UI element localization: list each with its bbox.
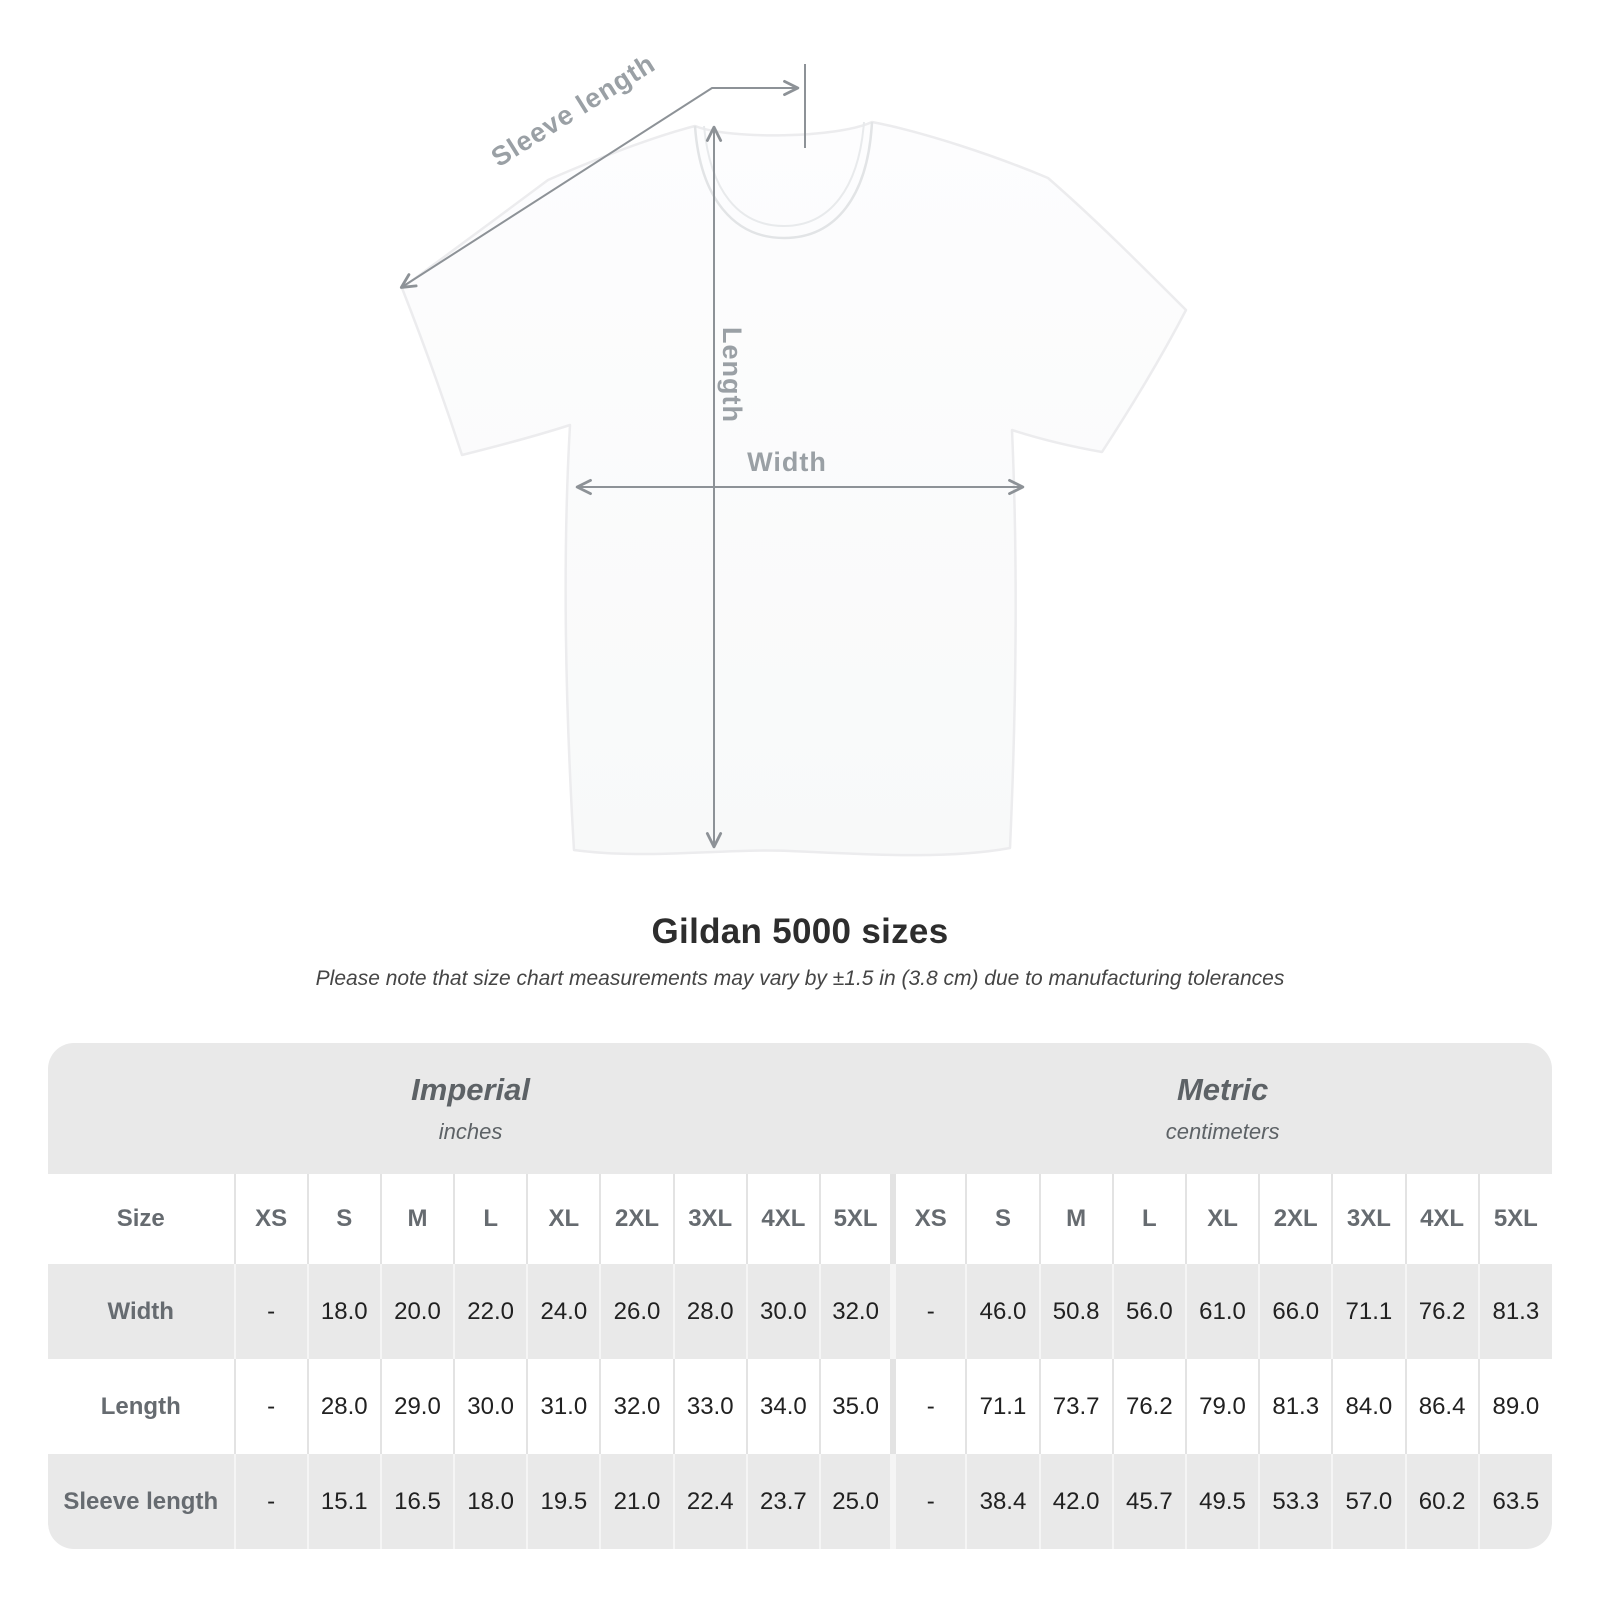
heading: Gildan 5000 sizes Please note that size …	[0, 912, 1600, 991]
value-cell: 89.0	[1477, 1359, 1552, 1454]
imperial-group-unit: inches	[438, 1119, 503, 1144]
size-column-header: Size	[48, 1174, 235, 1264]
value-cell: 61.0	[1184, 1264, 1260, 1359]
size-header-cell: L	[1111, 1174, 1186, 1264]
value-cell: 76.2	[1111, 1359, 1186, 1454]
size-table: Imperial inches Metric centimeters Size …	[48, 1043, 1552, 1549]
metric-group-header: Metric centimeters	[893, 1043, 1552, 1174]
sleeve-length-arrow	[399, 79, 800, 289]
value-cell: 30.0	[453, 1359, 528, 1454]
value-cell: -	[233, 1359, 308, 1454]
value-cell: 45.7	[1111, 1454, 1186, 1549]
value-cell: 81.3	[1477, 1264, 1552, 1359]
value-cell: 73.7	[1038, 1359, 1113, 1454]
width-label: Width	[747, 447, 827, 477]
value-cell: 28.0	[306, 1359, 381, 1454]
value-cell: 56.0	[1111, 1264, 1186, 1359]
tshirt-illustration	[400, 120, 1188, 857]
value-cell: 32.0	[818, 1264, 894, 1359]
value-cell: 71.1	[1331, 1264, 1406, 1359]
value-cell: 34.0	[745, 1359, 820, 1454]
value-cell: 20.0	[379, 1264, 455, 1359]
value-cell: 35.0	[818, 1359, 894, 1454]
value-cell: 79.0	[1184, 1359, 1260, 1454]
value-cell: 81.3	[1258, 1359, 1333, 1454]
value-cell: 22.4	[672, 1454, 747, 1549]
size-header-cell: S	[965, 1174, 1040, 1264]
size-header-row: Size XS S M L XL 2XL 3XL 4XL 5XL XS S M …	[48, 1174, 1552, 1264]
value-cell: 84.0	[1331, 1359, 1406, 1454]
value-cell: 38.4	[965, 1454, 1040, 1549]
value-cell: 33.0	[672, 1359, 747, 1454]
value-cell: 30.0	[745, 1264, 820, 1359]
value-cell: 76.2	[1404, 1264, 1479, 1359]
tshirt-diagram-svg: Sleeve length Length Width	[399, 48, 1188, 857]
value-cell: -	[890, 1454, 967, 1549]
metric-group-unit: centimeters	[1165, 1119, 1280, 1144]
size-header-cell: M	[1038, 1174, 1113, 1264]
value-cell: 50.8	[1038, 1264, 1113, 1359]
value-cell: 24.0	[526, 1264, 601, 1359]
page-title: Gildan 5000 sizes	[651, 912, 949, 951]
row-label: Length	[48, 1359, 235, 1454]
value-cell: 42.0	[1038, 1454, 1113, 1549]
value-cell: 26.0	[599, 1264, 674, 1359]
value-cell: 18.0	[306, 1264, 381, 1359]
value-cell: -	[890, 1264, 967, 1359]
value-cell: 19.5	[526, 1454, 601, 1549]
size-header-cell: 3XL	[1331, 1174, 1406, 1264]
metric-group-name: Metric	[1176, 1072, 1269, 1107]
size-header-cell: XS	[890, 1174, 967, 1264]
size-header-cell: 5XL	[818, 1174, 894, 1264]
size-header-cell: XL	[526, 1174, 601, 1264]
size-header-cell: 4XL	[1404, 1174, 1479, 1264]
value-cell: 66.0	[1258, 1264, 1333, 1359]
unit-group-header-row: Imperial inches Metric centimeters	[48, 1043, 1552, 1174]
value-cell: 25.0	[818, 1454, 894, 1549]
value-cell: 21.0	[599, 1454, 674, 1549]
value-cell: 28.0	[672, 1264, 747, 1359]
size-header-cell: 2XL	[599, 1174, 674, 1264]
value-cell: 18.0	[453, 1454, 528, 1549]
size-header-cell: 2XL	[1258, 1174, 1333, 1264]
imperial-group-name: Imperial	[411, 1072, 531, 1107]
value-cell: 46.0	[965, 1264, 1040, 1359]
value-cell: 22.0	[453, 1264, 528, 1359]
value-cell: 32.0	[599, 1359, 674, 1454]
size-header-cell: 5XL	[1477, 1174, 1552, 1264]
row-label: Width	[48, 1264, 235, 1359]
value-cell: 15.1	[306, 1454, 381, 1549]
imperial-group-header: Imperial inches	[48, 1043, 894, 1174]
value-cell: 57.0	[1331, 1454, 1406, 1549]
size-header-cell: XS	[233, 1174, 308, 1264]
tolerance-note: Please note that size chart measurements…	[315, 967, 1285, 990]
value-cell: 60.2	[1404, 1454, 1479, 1549]
value-cell: -	[890, 1359, 967, 1454]
table-row-width: Width - 18.0 20.0 22.0 24.0 26.0 28.0 30…	[48, 1264, 1552, 1359]
size-header-cell: L	[453, 1174, 528, 1264]
size-header-cell: S	[306, 1174, 381, 1264]
tshirt-diagram: Sleeve length Length Width	[399, 48, 1188, 857]
table-row-length: Length - 28.0 29.0 30.0 31.0 32.0 33.0 3…	[48, 1359, 1552, 1454]
value-cell: -	[233, 1454, 308, 1549]
size-header-cell: XL	[1184, 1174, 1260, 1264]
value-cell: 23.7	[745, 1454, 820, 1549]
value-cell: 49.5	[1184, 1454, 1260, 1549]
value-cell: -	[233, 1264, 308, 1359]
value-cell: 31.0	[526, 1359, 601, 1454]
value-cell: 63.5	[1477, 1454, 1552, 1549]
value-cell: 29.0	[379, 1359, 455, 1454]
size-table-container: Imperial inches Metric centimeters Size …	[48, 1043, 1552, 1549]
length-label: Length	[717, 327, 747, 423]
row-label: Sleeve length	[48, 1454, 235, 1549]
value-cell: 53.3	[1258, 1454, 1333, 1549]
size-header-cell: 4XL	[745, 1174, 820, 1264]
value-cell: 86.4	[1404, 1359, 1479, 1454]
table-row-sleeve-length: Sleeve length - 15.1 16.5 18.0 19.5 21.0…	[48, 1454, 1552, 1549]
value-cell: 16.5	[379, 1454, 455, 1549]
value-cell: 71.1	[965, 1359, 1040, 1454]
size-header-cell: M	[379, 1174, 455, 1264]
size-header-cell: 3XL	[672, 1174, 747, 1264]
